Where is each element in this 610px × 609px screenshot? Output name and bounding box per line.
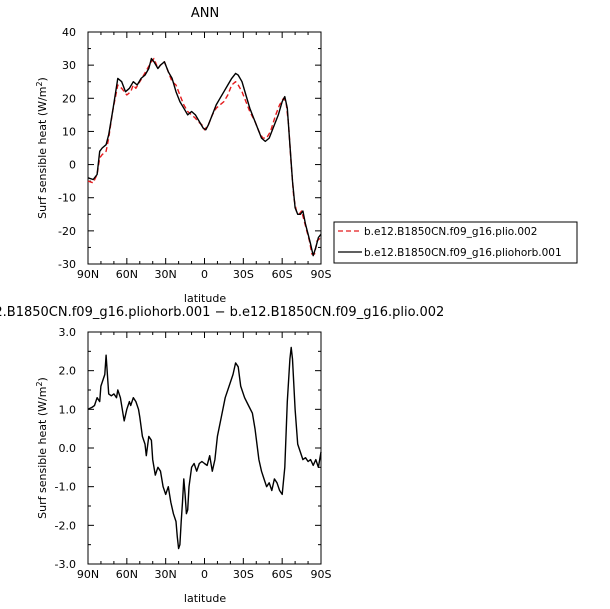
x-axis-label: latitude bbox=[184, 592, 226, 605]
y-ticks: -3.0 -2.0 -1.0 0.0 1.0 2.0 3.0 bbox=[55, 326, 321, 571]
y-tick-label: 10 bbox=[62, 125, 76, 138]
y-tick-label: -10 bbox=[58, 192, 76, 205]
y-tick-label: 2.0 bbox=[59, 365, 77, 378]
y-tick-label: 3.0 bbox=[59, 326, 77, 339]
y-tick-label: 0 bbox=[69, 159, 76, 172]
series-lines bbox=[87, 57, 322, 257]
y-axis-label: Surf sensible heat (W/m2) bbox=[35, 377, 50, 519]
y-tick-label: 20 bbox=[62, 92, 76, 105]
x-tick-label: 90N bbox=[77, 568, 99, 581]
y-tick-label: 30 bbox=[62, 59, 76, 72]
x-tick-label: 90N bbox=[77, 268, 99, 281]
chart-title: b.e12.B1850CN.f09_g16.pliohorb.001 − b.e… bbox=[0, 305, 444, 320]
chart-bottom: b.e12.B1850CN.f09_g16.pliohorb.001 − b.e… bbox=[0, 305, 444, 605]
legend-label-pliohorb: b.e12.B1850CN.f09_g16.pliohorb.001 bbox=[364, 247, 562, 259]
y-tick-label: -30 bbox=[58, 258, 76, 271]
plot-frame bbox=[87, 31, 322, 265]
y-tick-label: 0.0 bbox=[59, 442, 77, 455]
y-tick-label: -3.0 bbox=[55, 558, 76, 571]
y-ticks: -30 -20 -10 0 10 20 30 40 bbox=[58, 26, 321, 271]
series-line-pliohorb-001 bbox=[87, 57, 322, 257]
x-tick-label: 30N bbox=[155, 268, 177, 281]
chart-title: ANN bbox=[191, 6, 219, 21]
legend-label-plio: b.e12.B1850CN.f09_g16.plio.002 bbox=[364, 226, 537, 238]
x-axis-label: latitude bbox=[184, 292, 226, 305]
x-tick-label: 30N bbox=[155, 568, 177, 581]
x-tick-label: 60N bbox=[116, 268, 138, 281]
series-lines bbox=[87, 346, 322, 550]
x-tick-label: 90S bbox=[311, 568, 332, 581]
legend-box bbox=[333, 221, 578, 264]
x-tick-label: 90S bbox=[311, 268, 332, 281]
x-tick-label: 0 bbox=[201, 268, 208, 281]
x-tick-label: 30S bbox=[233, 268, 254, 281]
y-tick-label: -1.0 bbox=[55, 481, 76, 494]
x-ticks: 90N 60N 30N 0 30S 60S 90S bbox=[77, 332, 332, 581]
x-tick-label: 60N bbox=[116, 568, 138, 581]
x-ticks: 90N 60N 30N 0 30S 60S 90S bbox=[77, 32, 332, 281]
y-tick-label: -2.0 bbox=[55, 519, 76, 532]
series-line-difference bbox=[87, 346, 322, 550]
legend: b.e12.B1850CN.f09_g16.plio.002 b.e12.B18… bbox=[333, 221, 578, 264]
y-tick-label: 1.0 bbox=[59, 403, 77, 416]
y-axis-label: Surf sensible heat (W/m2) bbox=[35, 77, 50, 219]
y-tick-label: -20 bbox=[58, 225, 76, 238]
x-tick-label: 60S bbox=[272, 268, 293, 281]
x-tick-label: 30S bbox=[233, 568, 254, 581]
chart-top: ANN 90N 60N 30N 0 30S 60S 90S -30 -20 -10 0 10 20 30… bbox=[35, 6, 578, 305]
y-tick-label: 40 bbox=[62, 26, 76, 39]
x-tick-label: 0 bbox=[201, 568, 208, 581]
series-line-plio-002 bbox=[87, 57, 322, 255]
x-tick-label: 60S bbox=[272, 568, 293, 581]
